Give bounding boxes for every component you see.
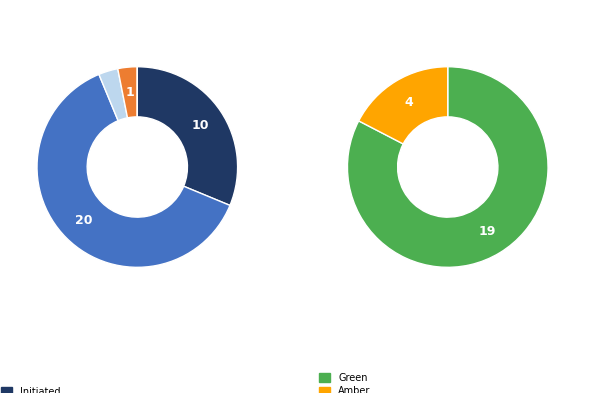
Text: 1: 1 [125,86,134,99]
Legend: Initiated, Delivery, Postponed, Closed—completed, Closed—merged, Closed—terminat: Initiated, Delivery, Postponed, Closed—c… [0,383,121,393]
Wedge shape [347,67,548,267]
Wedge shape [359,67,448,144]
Legend: Green, Amber: Green, Amber [315,369,374,393]
Text: 4: 4 [404,96,413,109]
Wedge shape [137,67,238,206]
Text: 10: 10 [191,119,208,132]
Text: 20: 20 [75,214,93,227]
Wedge shape [37,74,230,267]
Wedge shape [99,69,128,121]
Text: 19: 19 [478,225,496,238]
Wedge shape [118,67,137,118]
